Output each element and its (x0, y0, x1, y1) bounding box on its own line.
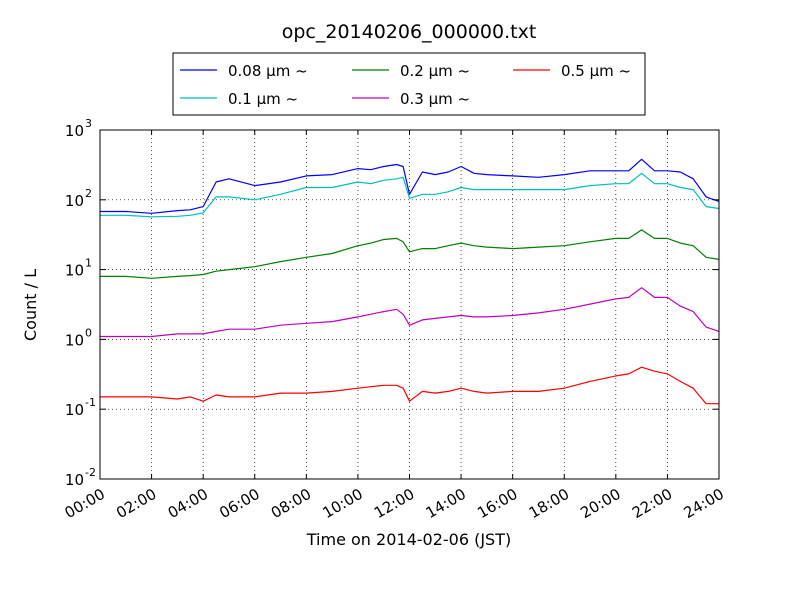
legend-label: 0.3 μm ~ (400, 90, 470, 108)
x-tick-label: 18:00 (526, 485, 572, 522)
y-tick-base: 10 (65, 471, 84, 489)
y-tick-label: 10 0 (65, 326, 92, 349)
x-tick-label: 20:00 (577, 485, 623, 522)
legend: 0.08 μm ~ 0.1 μm ~ 0.2 μm ~ 0.3 μm ~ 0.5 μm … (172, 52, 646, 116)
x-tick-label: 02:00 (113, 485, 159, 522)
series-line-1 (100, 172, 720, 218)
y-tick-exponent: 3 (85, 117, 92, 130)
legend-label: 0.5 μm ~ (561, 62, 631, 80)
y-tick-exponent: 0 (85, 326, 92, 339)
y-tick-exponent: -1 (85, 396, 96, 409)
y-tick-base: 10 (65, 401, 84, 419)
y-tick-label: 10 2 (65, 187, 92, 210)
series-line-2 (100, 229, 720, 279)
chart-title: opc_20140206_000000.txt (282, 21, 537, 43)
x-tick-label: 14:00 (423, 485, 469, 522)
x-tick-label: 08:00 (268, 485, 314, 522)
x-tick-label: 00:00 (62, 485, 108, 522)
y-tick-base: 10 (65, 262, 84, 280)
y-tick-label: 10 -1 (65, 396, 96, 419)
legend-label: 0.1 μm ~ (228, 90, 298, 108)
y-tick-exponent: -2 (85, 466, 96, 479)
y-axis-label: Count / L (21, 269, 40, 341)
x-tick-label: 06:00 (216, 485, 262, 522)
x-tick-label: 10:00 (319, 485, 365, 522)
y-tick-base: 10 (65, 331, 84, 349)
grid (100, 130, 719, 479)
legend-label: 0.08 μm ~ (228, 62, 308, 80)
x-tick-label: 22:00 (629, 485, 675, 522)
y-tick-base: 10 (65, 192, 84, 210)
y-tick-exponent: 1 (85, 257, 92, 270)
y-tick-base: 10 (65, 122, 84, 140)
y-tick-exponent: 2 (85, 187, 92, 200)
axis-ticks (99, 129, 720, 480)
legend-frame (172, 52, 646, 116)
series-line-3 (100, 287, 720, 338)
x-tick-label: 24:00 (681, 485, 727, 522)
y-tick-label: 10 3 (65, 117, 92, 140)
y-tick-label: 10 1 (65, 257, 92, 280)
legend-label: 0.2 μm ~ (400, 62, 470, 80)
x-tick-labels: 00:00 02:00 04:00 06:00 08:00 10:00 12:00 14:00… (62, 485, 727, 522)
x-tick-label: 16:00 (474, 485, 520, 522)
x-tick-label: 04:00 (165, 485, 211, 522)
x-tick-label: 12:00 (371, 485, 417, 522)
series-line-4 (100, 366, 719, 405)
x-axis-label: Time on 2014-02-06 (JST) (306, 530, 511, 549)
series-line-0 (100, 158, 720, 214)
plot-lines (100, 158, 720, 405)
y-tick-label: 10 -2 (65, 466, 96, 489)
